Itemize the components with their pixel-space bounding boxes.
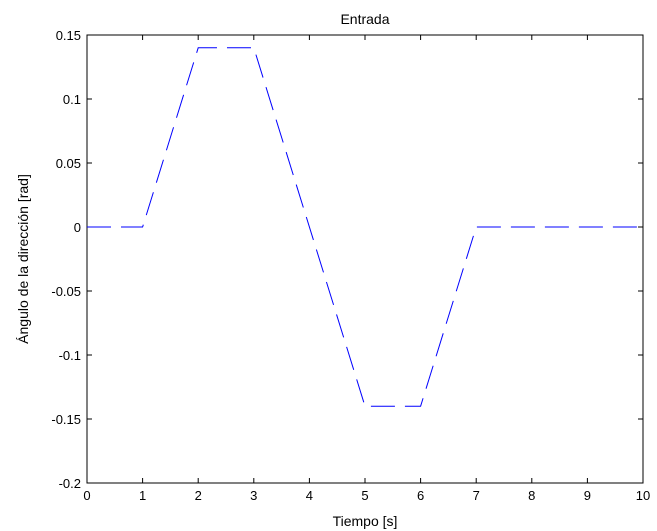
x-tick-label: 9	[584, 488, 591, 503]
x-axis-tick-labels: 0 1 2 3 4 5 6 7 8 9 10	[83, 488, 650, 503]
x-tick-label: 1	[139, 488, 146, 503]
y-axis-label: Ángulo de la dirección [rad]	[15, 174, 31, 344]
x-tick-label: 7	[473, 488, 480, 503]
y-axis-tick-labels: -0.2 -0.15 -0.1 -0.05 0 0.05 0.1 0.15	[51, 28, 81, 491]
y-tick-label: 0	[74, 220, 81, 235]
y-tick-label: -0.15	[51, 412, 81, 427]
chart-title: Entrada	[340, 11, 389, 27]
x-tick-label: 2	[195, 488, 202, 503]
y-tick-label: -0.05	[51, 284, 81, 299]
y-tick-label: 0.05	[56, 156, 81, 171]
plot-area	[86, 34, 644, 484]
axis-ticks	[86, 34, 644, 484]
y-tick-label: 0.1	[63, 92, 81, 107]
x-tick-label: 3	[250, 488, 257, 503]
x-tick-label: 10	[636, 488, 650, 503]
x-tick-label: 0	[83, 488, 90, 503]
x-tick-label: 8	[528, 488, 535, 503]
series-line	[87, 47, 643, 407]
y-tick-label: 0.15	[56, 28, 81, 43]
x-tick-label: 6	[417, 488, 424, 503]
y-tick-label: -0.2	[59, 476, 81, 491]
x-tick-label: 5	[361, 488, 368, 503]
x-tick-label: 4	[306, 488, 313, 503]
x-axis-label: Tiempo [s]	[333, 513, 398, 529]
series-layer	[87, 47, 643, 407]
y-tick-label: -0.1	[59, 348, 81, 363]
